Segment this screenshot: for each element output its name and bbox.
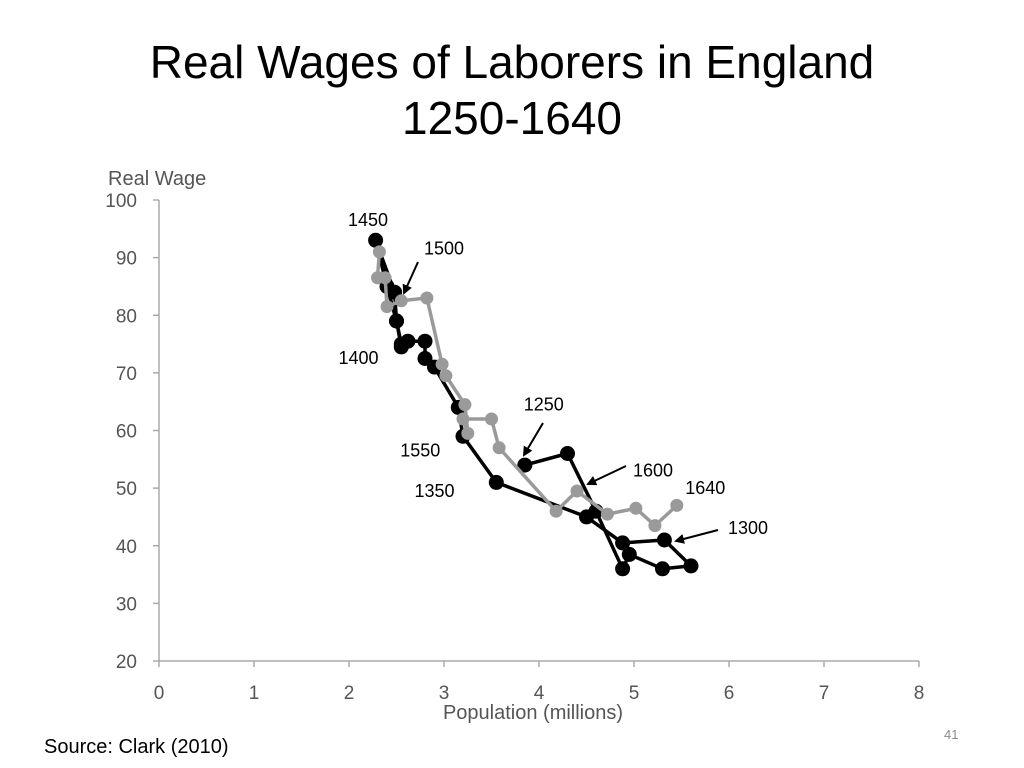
data-point (549, 504, 563, 518)
arrow-1250 (522, 422, 544, 457)
data-point (670, 498, 684, 512)
page-number: 41 (944, 727, 959, 742)
series-layer (368, 232, 699, 577)
x-tick-label: 6 (724, 683, 735, 704)
arrow-1500 (402, 261, 419, 295)
data-point (380, 300, 394, 314)
x-tick-label: 2 (344, 683, 355, 704)
y-tick-label: 60 (116, 422, 137, 443)
data-point (485, 412, 498, 426)
y-tick-label: 50 (116, 479, 137, 500)
year-label-1500: 1500 (424, 239, 464, 259)
y-axis-label: Real Wage (108, 168, 206, 190)
year-label-1250: 1250 (524, 394, 564, 414)
data-point (656, 532, 672, 548)
data-point (621, 546, 637, 562)
data-point (560, 446, 575, 461)
data-point (368, 232, 384, 248)
x-tick-label: 3 (439, 683, 450, 704)
data-point (492, 441, 506, 455)
data-point (417, 351, 433, 366)
y-tick-label: 70 (116, 364, 137, 385)
data-point (394, 294, 408, 308)
year-label-1640: 1640 (685, 478, 725, 498)
y-tick-label: 20 (116, 652, 137, 673)
x-tick-label: 0 (154, 683, 165, 704)
year-label-1550: 1550 (400, 440, 440, 460)
y-tick-label: 30 (116, 594, 137, 615)
data-point (683, 558, 699, 574)
data-point (417, 333, 433, 349)
arrow-1300 (674, 529, 719, 544)
data-point (456, 412, 470, 426)
data-point (600, 507, 614, 521)
data-point (615, 561, 631, 577)
y-tick-label: 40 (116, 537, 137, 558)
year-label-1600: 1600 (633, 461, 673, 481)
data-point (488, 474, 504, 490)
data-point (579, 509, 594, 525)
x-tick-label: 7 (819, 683, 830, 704)
year-label-1400: 1400 (338, 348, 378, 368)
annotation-arrows (402, 261, 719, 544)
year-label-1350: 1350 (414, 481, 454, 501)
slide-title: Real Wages of Laborers in England 1250-1… (0, 34, 1024, 146)
data-point (389, 313, 404, 329)
slide-title-line-2: 1250-1640 (402, 92, 622, 144)
data-point (372, 245, 386, 259)
data-point (458, 398, 472, 412)
data-point (393, 336, 409, 352)
x-tick-label: 1 (249, 683, 260, 704)
chart-axes: 0 1 2 3 4 5 6 7 8 20 30 40 50 60 70 80 90 100 (105, 191, 924, 704)
slide-title-line-1: Real Wages of Laborers in England (149, 36, 875, 88)
data-point (420, 291, 434, 305)
data-point (517, 457, 533, 473)
series-gray (371, 245, 684, 533)
data-point (570, 484, 584, 498)
year-label-1450: 1450 (348, 210, 388, 230)
data-point (439, 369, 453, 383)
y-tick-label: 80 (116, 306, 137, 327)
x-tick-label: 8 (914, 683, 925, 704)
x-tick-label: 5 (629, 683, 640, 704)
data-point (648, 519, 662, 533)
y-tick-label: 90 (116, 249, 137, 270)
data-point (615, 535, 631, 551)
arrow-1600 (586, 465, 627, 486)
data-point (435, 357, 449, 371)
source-citation: Source: Clark (2010) (44, 736, 229, 758)
x-axis-label: Population (millions) (443, 702, 623, 724)
y-tick-label: 100 (105, 191, 137, 212)
data-point (629, 501, 643, 515)
x-tick-label: 4 (534, 683, 545, 704)
year-label-1300: 1300 (728, 518, 768, 538)
data-point (461, 426, 475, 440)
data-point (655, 561, 670, 577)
data-point (378, 271, 392, 285)
